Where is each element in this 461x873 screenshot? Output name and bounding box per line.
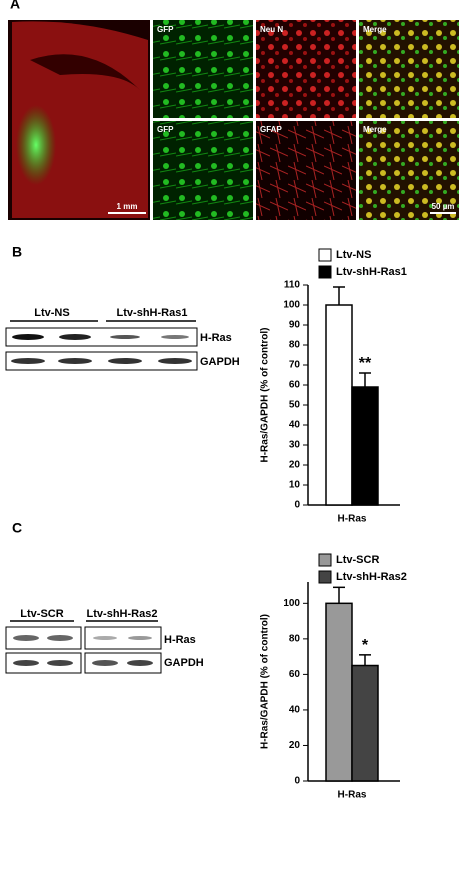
brain-section: 1 mm bbox=[8, 20, 150, 220]
western-blot bbox=[5, 327, 198, 371]
x-tick-label: H-Ras bbox=[338, 514, 367, 525]
blot-label: GAPDH bbox=[164, 657, 204, 669]
image-label: GFAP bbox=[260, 125, 282, 134]
legend-label: Ltv-shH-Ras2 bbox=[336, 571, 407, 583]
bar bbox=[325, 304, 353, 506]
y-tick-label: 40 bbox=[289, 705, 301, 716]
bar bbox=[325, 602, 353, 782]
panel-label: C bbox=[12, 520, 22, 536]
y-axis-label: H-Ras/GAPDH (% of control) bbox=[260, 328, 271, 463]
legend-swatch bbox=[318, 570, 332, 584]
micrograph bbox=[256, 121, 356, 220]
image-label: Merge bbox=[363, 25, 387, 34]
y-tick-label: 100 bbox=[283, 300, 300, 311]
y-tick-label: 110 bbox=[284, 280, 301, 291]
legend-label: Ltv-NS bbox=[336, 249, 371, 261]
y-tick-label: 100 bbox=[283, 598, 300, 609]
group-label: Ltv-NS bbox=[34, 307, 69, 319]
y-tick-label: 80 bbox=[289, 633, 301, 644]
image-label: GFP bbox=[157, 25, 174, 34]
scale-bar-label: 1 mm bbox=[117, 202, 138, 211]
micrograph bbox=[256, 20, 356, 118]
y-tick-label: 20 bbox=[289, 740, 301, 751]
legend-swatch bbox=[318, 553, 332, 567]
bar bbox=[351, 664, 379, 782]
blot-label: GAPDH bbox=[200, 356, 240, 368]
y-tick-label: 80 bbox=[289, 340, 301, 351]
micrograph bbox=[153, 20, 253, 118]
image-label: Neu N bbox=[260, 25, 283, 34]
bar bbox=[351, 386, 379, 506]
x-tick-label: H-Ras bbox=[338, 790, 367, 801]
panel-label: B bbox=[12, 244, 22, 260]
scale-bar-label: 50 µm bbox=[432, 202, 455, 211]
blot-label: H-Ras bbox=[164, 634, 196, 646]
western-blot bbox=[5, 626, 162, 674]
y-tick-label: 40 bbox=[289, 420, 301, 431]
image-label: Merge bbox=[363, 125, 387, 134]
y-tick-label: 60 bbox=[289, 380, 301, 391]
image-label: GFP bbox=[157, 125, 174, 134]
significance: * bbox=[362, 637, 369, 654]
micrograph bbox=[153, 121, 253, 220]
legend-swatch bbox=[318, 248, 332, 262]
legend-label: Ltv-shH-Ras1 bbox=[336, 266, 407, 278]
significance: ** bbox=[359, 355, 372, 372]
blot-label: H-Ras bbox=[200, 332, 232, 344]
y-tick-label: 70 bbox=[289, 360, 301, 371]
y-tick-label: 60 bbox=[289, 669, 301, 680]
y-tick-label: 10 bbox=[289, 480, 301, 491]
panel-label: A bbox=[10, 0, 20, 12]
y-tick-label: 30 bbox=[289, 440, 301, 451]
group-label: Ltv-shH-Ras2 bbox=[87, 608, 158, 620]
group-label: Ltv-shH-Ras1 bbox=[117, 307, 188, 319]
y-axis-label: H-Ras/GAPDH (% of control) bbox=[260, 614, 271, 749]
legend-swatch bbox=[318, 265, 332, 279]
y-tick-label: 90 bbox=[289, 320, 301, 331]
legend-label: Ltv-SCR bbox=[336, 554, 379, 566]
y-tick-label: 20 bbox=[289, 460, 301, 471]
y-tick-label: 0 bbox=[294, 776, 300, 787]
y-tick-label: 0 bbox=[294, 500, 300, 511]
micrograph bbox=[359, 121, 459, 220]
micrograph bbox=[359, 20, 459, 118]
group-label: Ltv-SCR bbox=[20, 608, 63, 620]
y-tick-label: 50 bbox=[289, 400, 301, 411]
